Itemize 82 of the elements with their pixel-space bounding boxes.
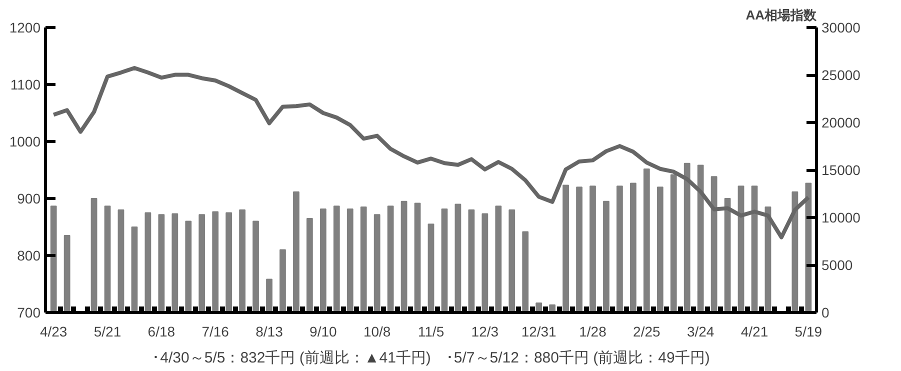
- bar: [441, 208, 448, 312]
- bar: [400, 200, 408, 312]
- bar: [266, 278, 272, 312]
- bar: [616, 186, 623, 312]
- bar: [710, 176, 718, 312]
- bar: [738, 186, 744, 312]
- bar: [239, 209, 246, 312]
- y2-tick-label: 10000: [822, 210, 861, 226]
- y2-tick-label: 0: [822, 304, 830, 320]
- bar: [320, 208, 326, 312]
- bar: [172, 213, 178, 312]
- bar: [751, 186, 758, 312]
- y2-tick-label: 20000: [822, 114, 861, 130]
- x-tick-label: 12/31: [521, 324, 557, 340]
- bar: [185, 220, 192, 312]
- bar: [118, 209, 124, 312]
- bar: [562, 184, 569, 312]
- x-tick-label: 4/23: [40, 324, 68, 340]
- bar: [158, 214, 165, 312]
- bar: [252, 220, 259, 312]
- bar: [306, 218, 313, 312]
- bar: [805, 182, 812, 312]
- y2-tick-label: 5000: [822, 257, 853, 273]
- bar: [468, 209, 475, 312]
- bar: [414, 202, 421, 312]
- bar: [428, 224, 434, 312]
- x-tick-label: 9/10: [310, 324, 338, 340]
- bar: [697, 164, 704, 312]
- bar: [64, 235, 70, 312]
- bar: [131, 226, 138, 312]
- y-tick-label: 1200: [9, 20, 41, 36]
- bar: [454, 204, 462, 312]
- bar: [198, 214, 206, 312]
- bar: [226, 212, 232, 312]
- y-tick-label: 900: [17, 190, 41, 206]
- bar: [144, 212, 152, 312]
- bar: [590, 186, 596, 312]
- line-series: [52, 66, 810, 240]
- x-tick-label: 10/8: [363, 324, 391, 340]
- x-tick-label: 4/21: [740, 324, 768, 340]
- x-tick-label: 5/21: [94, 324, 122, 340]
- bar: [576, 186, 582, 312]
- x-tick-label: 7/16: [202, 324, 230, 340]
- bar: [50, 206, 57, 312]
- x-tick-label: 3/24: [686, 324, 714, 340]
- bar: [656, 186, 664, 312]
- bar: [508, 209, 516, 312]
- x-tick-label: 2/25: [633, 324, 660, 340]
- x-tick-label: 8/13: [256, 324, 284, 340]
- bar: [522, 231, 529, 312]
- x-tick-label: 6/18: [148, 324, 176, 340]
- text: ･4/30～5/5：832千円 (前週比：▲41千円) ･5/7～5/12：880千円 (前週比：49千円): [152, 350, 710, 366]
- y-tick-label: 1000: [9, 134, 41, 150]
- bar: [90, 198, 98, 312]
- bar: [333, 206, 340, 312]
- x-tick-label: 5/19: [794, 324, 822, 340]
- bar: [684, 162, 690, 312]
- x-tick-label: 11/5: [418, 324, 444, 340]
- y-tick-label: 700: [17, 304, 41, 320]
- bar: [387, 206, 394, 312]
- bar: [495, 206, 502, 312]
- bar: [630, 182, 636, 312]
- y-tick-label: 800: [17, 248, 41, 264]
- x-tick-label: 1/28: [579, 324, 607, 340]
- bar: [360, 206, 367, 312]
- y2-tick-label: 25000: [822, 67, 861, 83]
- y2-tick-label: 30000: [822, 20, 861, 36]
- bar: [603, 200, 610, 312]
- bar: [374, 214, 380, 312]
- y2-axis-title: AA相場指数: [746, 8, 818, 22]
- bar: [346, 208, 354, 312]
- bar: [293, 191, 300, 312]
- bar: [212, 211, 219, 312]
- x-tick-label: 12/3: [471, 324, 499, 340]
- bar: [643, 168, 650, 312]
- y-tick-label: 1100: [10, 76, 41, 92]
- bar: [792, 191, 798, 312]
- bar: [670, 174, 677, 312]
- bar: [104, 206, 111, 312]
- y2-tick-label: 15000: [822, 162, 861, 178]
- bar: [482, 213, 488, 312]
- bar: [280, 249, 286, 312]
